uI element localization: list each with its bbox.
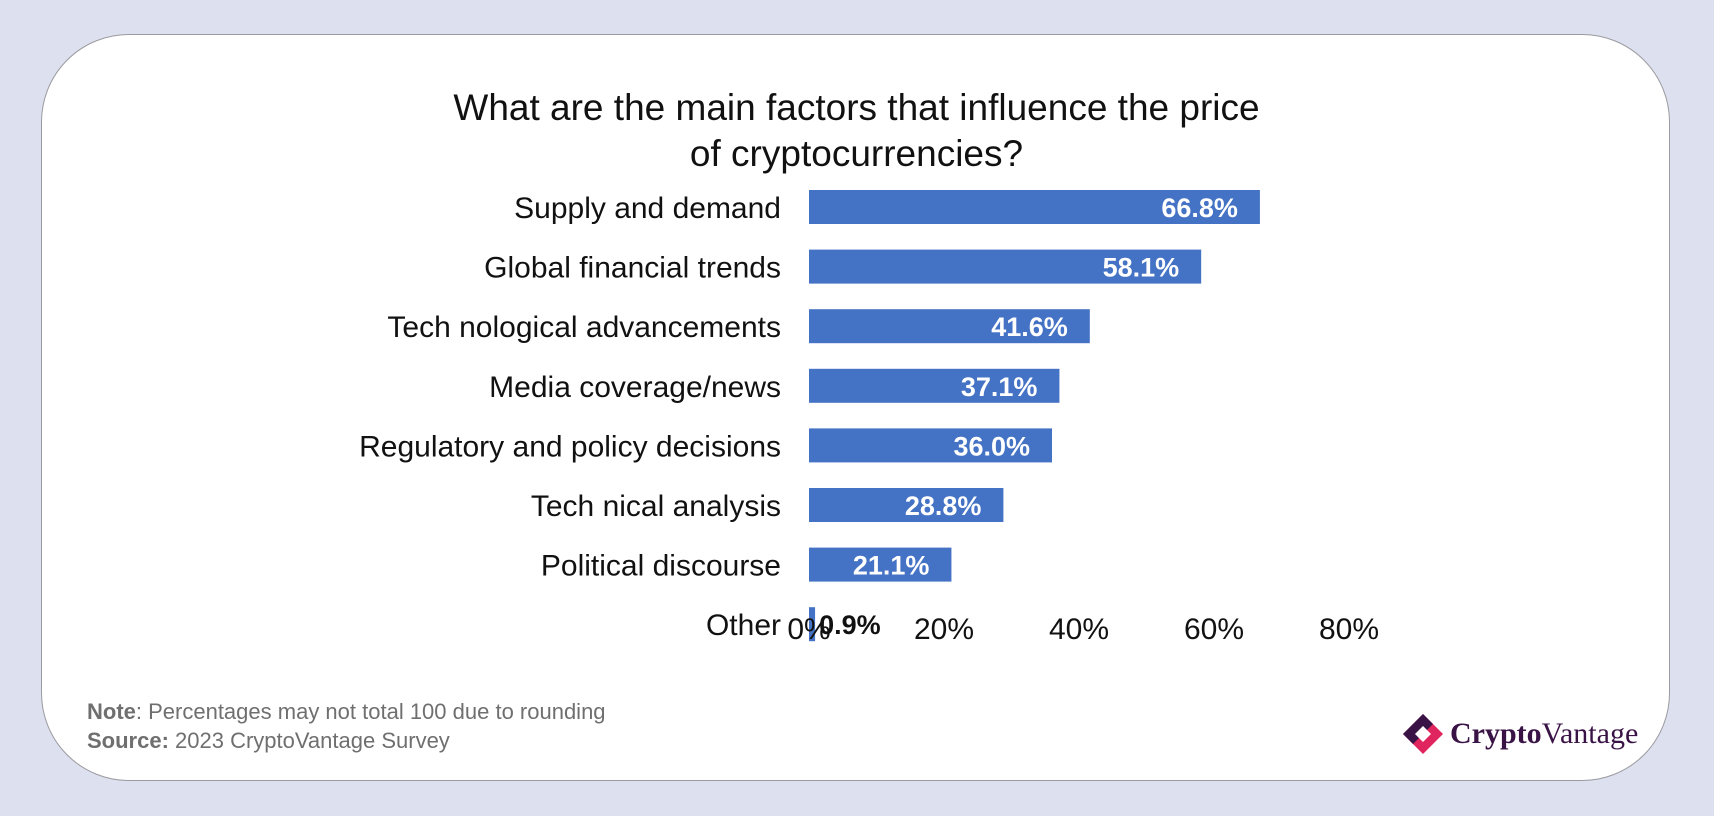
category-label: Tech nical analysis — [531, 490, 781, 523]
category-label: Regulatory and policy decisions — [359, 430, 781, 463]
note-text: : Percentages may not total 100 due to r… — [135, 699, 606, 724]
chart-title: What are the main factors that influence… — [42, 85, 1671, 177]
footer-notes: Note: Percentages may not total 100 due … — [87, 697, 606, 755]
bar — [809, 249, 1202, 284]
brand-logo: CryptoVantage — [1402, 713, 1638, 755]
diamond-logo-icon — [1403, 714, 1443, 754]
brand-name-part-1: Crypto — [1450, 717, 1542, 750]
chart-card: What are the main factors that influence… — [41, 34, 1670, 781]
value-label: 66.8% — [1161, 193, 1238, 223]
value-label: 28.8% — [905, 491, 982, 521]
bar — [809, 547, 952, 582]
bar — [809, 368, 1060, 403]
bar-chart: Supply and demand 66.8% Global financial t… — [359, 190, 1379, 646]
brand-name: CryptoVantage — [1450, 717, 1638, 751]
bar — [809, 488, 1004, 522]
category-label: Supply and demand — [514, 192, 781, 225]
note-label: Note — [87, 699, 136, 724]
brand-name-part-2: Vantage — [1541, 717, 1639, 750]
source-line: Source: 2023 CryptoVantage Survey — [87, 726, 606, 755]
value-label: 36.0% — [953, 431, 1030, 461]
value-label: 37.1% — [961, 372, 1038, 402]
x-tick-label: 40% — [1049, 613, 1109, 646]
chart-title-line-2: of cryptocurrencies? — [689, 133, 1024, 174]
x-tick-label: 60% — [1184, 613, 1244, 646]
source-text: 2023 CryptoVantage Survey — [168, 728, 450, 753]
category-label: Global financial trends — [484, 252, 781, 285]
bar — [809, 428, 1052, 463]
x-tick-label: 20% — [914, 613, 974, 646]
chart-title-line-1: What are the main factors that influence… — [453, 87, 1260, 128]
bar — [809, 607, 816, 642]
bar — [809, 190, 1260, 224]
category-label: Other — [706, 609, 781, 642]
value-label: 21.1% — [853, 551, 930, 581]
category-label: Tech nological advancements — [387, 311, 781, 344]
x-tick-label: 0% — [787, 613, 830, 646]
x-tick-label: 80% — [1319, 613, 1379, 646]
bar — [809, 309, 1090, 344]
note-line: Note: Percentages may not total 100 due … — [87, 697, 606, 726]
value-label: 41.6% — [991, 312, 1068, 342]
source-label: Source: — [87, 728, 169, 753]
value-label: 58.1% — [1103, 253, 1180, 283]
category-label: Political discourse — [541, 550, 781, 583]
category-label: Media coverage/news — [489, 371, 781, 404]
value-label: 0.9% — [819, 610, 881, 640]
